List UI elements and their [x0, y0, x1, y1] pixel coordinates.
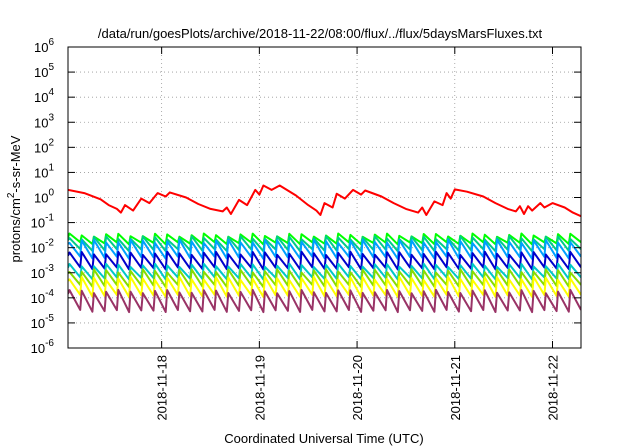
series-line: [68, 275, 581, 298]
x-tick-label: 2018-11-21: [448, 355, 463, 421]
y-tick-label: 100: [34, 188, 54, 206]
x-axis-label: Coordinated Universal Time (UTC): [224, 431, 423, 446]
y-tick-label: 104: [34, 87, 54, 105]
y-tick-label: 10-5: [31, 313, 55, 331]
y-tick-label: 105: [34, 62, 54, 80]
x-tick-label: 2018-11-20: [350, 355, 365, 421]
y-tick-label: 10-1: [31, 213, 55, 231]
y-axis-label: protons/cm2-s-sr-MeV: [6, 135, 23, 262]
y-tick-label: 10-6: [31, 338, 55, 356]
y-tick-label: 10-2: [31, 238, 55, 256]
x-tick-labels: 2018-11-18 2018-11-19 2018-11-20 2018-11-21…: [155, 355, 561, 421]
y-tick-label: 102: [34, 137, 54, 155]
series-line: [68, 250, 581, 271]
ticks: [68, 46, 581, 349]
series-line: [68, 238, 581, 260]
y-tick-labels: 10-6 10-5 10-4 10-3 10-2 10-1 100 101 102 103 104 1…: [31, 37, 55, 356]
series-group: [68, 184, 581, 314]
y-tick-label: 106: [34, 37, 54, 55]
series-line: [68, 184, 581, 218]
y-tick-label: 103: [34, 112, 54, 130]
x-tick-label: 2018-11-18: [155, 355, 170, 421]
chart-title: /data/run/goesPlots/archive/2018-11-22/0…: [98, 26, 543, 41]
y-tick-label: 10-3: [31, 263, 55, 281]
x-tick-label: 2018-11-22: [546, 355, 561, 421]
y-tick-label: 101: [34, 162, 54, 180]
y-tick-label: 10-4: [31, 288, 55, 306]
series-line: [68, 288, 581, 314]
x-tick-label: 2018-11-19: [252, 355, 267, 421]
